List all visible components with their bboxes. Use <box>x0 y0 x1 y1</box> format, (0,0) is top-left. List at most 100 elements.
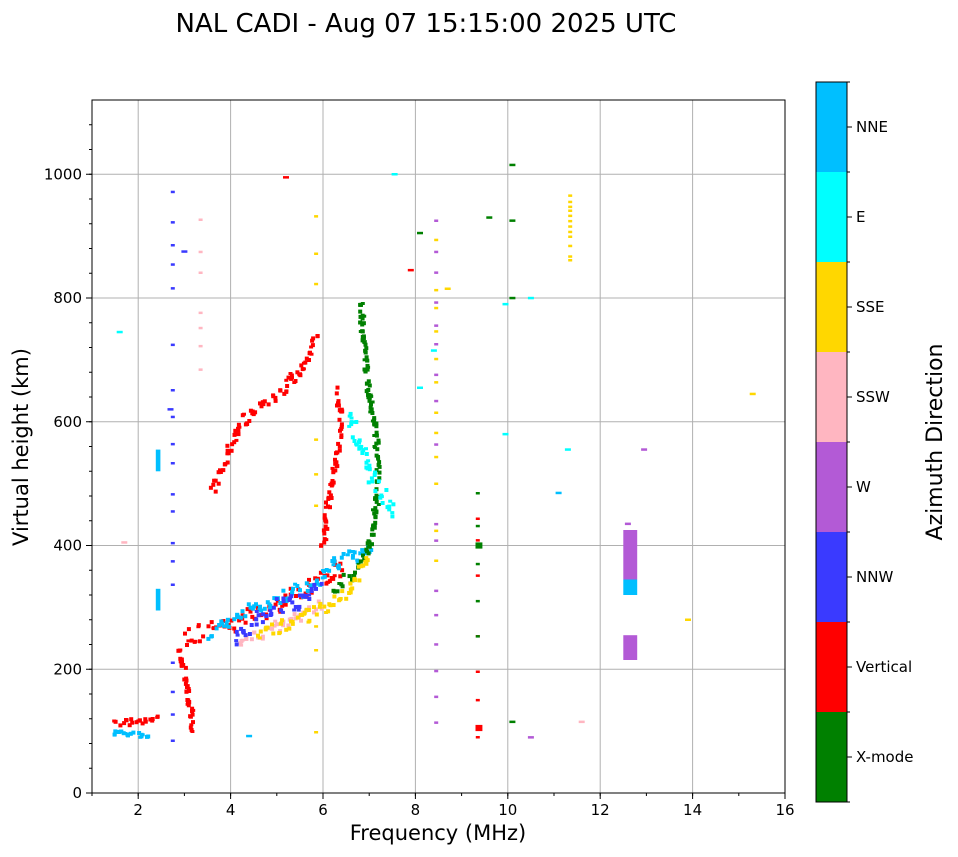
echo-point <box>271 393 276 397</box>
echo-point <box>280 610 285 614</box>
colorbar: X-mode Vertical NNW W SSW SSE E NNE <box>815 81 913 803</box>
echo-point <box>509 296 516 300</box>
echo-point <box>239 643 244 647</box>
echo-point <box>475 574 480 577</box>
echo-point <box>357 578 362 583</box>
echo-point <box>323 524 328 529</box>
x-tick-label: 16 <box>775 801 794 819</box>
echo-point <box>119 729 124 734</box>
echo-point <box>148 717 153 722</box>
echo-point <box>131 730 136 735</box>
echo-point <box>434 643 439 646</box>
echo-point <box>324 611 329 614</box>
echo-point <box>357 564 361 569</box>
echo-point <box>509 720 516 724</box>
echo-point <box>373 514 378 519</box>
echo-point <box>339 436 344 439</box>
echo-point <box>118 723 123 728</box>
echo-point <box>434 613 439 617</box>
x-tick-label: 8 <box>411 801 421 819</box>
echo-point <box>353 578 358 583</box>
echo-point <box>372 511 377 516</box>
echo-point <box>390 514 395 519</box>
echo-point <box>330 482 335 487</box>
echo-point <box>366 459 371 463</box>
echo-point <box>360 317 365 321</box>
echo-point <box>289 594 294 599</box>
echo-point <box>434 539 439 542</box>
echo-point <box>243 614 248 619</box>
echo-point <box>434 324 439 327</box>
echo-point <box>278 622 283 626</box>
echo-point <box>322 540 327 545</box>
y-tick-label: 400 <box>53 537 82 555</box>
echo-point <box>369 548 374 552</box>
echo-point <box>183 665 188 670</box>
echo-point <box>360 451 365 455</box>
echo-point <box>338 574 343 579</box>
echo-point <box>335 403 339 408</box>
colorbar-swatch-e <box>816 172 847 262</box>
echo-point <box>225 460 230 465</box>
echo-point <box>238 615 243 620</box>
echo-point <box>387 504 392 509</box>
echo-point <box>357 438 362 443</box>
echo-point <box>434 306 439 310</box>
echo-point <box>292 381 297 384</box>
echo-point <box>213 489 218 494</box>
echo-point <box>170 583 175 586</box>
echo-point <box>301 361 306 365</box>
echo-point <box>372 473 377 477</box>
echo-point <box>324 500 328 505</box>
echo-point <box>351 574 356 577</box>
echo-point <box>434 399 439 403</box>
echo-point <box>366 388 371 392</box>
echo-point <box>197 639 202 644</box>
echo-point <box>306 620 311 624</box>
echo-point <box>475 736 480 739</box>
echo-point <box>298 588 302 593</box>
echo-point <box>327 568 332 573</box>
echo-point <box>143 717 148 722</box>
echo-point <box>475 539 480 542</box>
echo-point <box>475 670 480 673</box>
echo-point <box>223 462 228 467</box>
echo-point <box>568 205 573 209</box>
echo-point <box>368 410 373 414</box>
echo-point <box>143 719 148 724</box>
echo-point <box>366 379 371 384</box>
echo-point <box>137 731 142 735</box>
echo-point <box>336 399 341 404</box>
echo-point <box>361 563 366 568</box>
echo-point <box>360 338 365 343</box>
echo-point <box>361 334 366 339</box>
echo-point <box>261 403 266 407</box>
echo-point <box>206 624 211 629</box>
echo-point <box>298 372 302 376</box>
echo-point <box>287 598 292 602</box>
echo-point <box>181 250 188 253</box>
echo-point <box>186 639 191 643</box>
echo-point <box>293 616 298 621</box>
echo-point <box>123 732 128 735</box>
echo-point <box>366 551 371 556</box>
echo-point <box>332 556 337 561</box>
echo-point <box>218 468 222 473</box>
echo-point <box>377 460 382 465</box>
echo-point <box>247 419 252 423</box>
echo-point <box>258 401 263 405</box>
echo-point <box>265 600 270 605</box>
echo-point <box>198 311 203 315</box>
colorbar-swatch-sse <box>816 262 847 352</box>
echo-point <box>322 537 327 542</box>
echo-point <box>358 309 363 314</box>
echo-point <box>430 349 437 352</box>
echo-point <box>337 448 342 453</box>
echo-point <box>339 555 344 560</box>
echo-point <box>292 612 297 617</box>
echo-point <box>232 440 237 445</box>
echo-point <box>417 386 423 389</box>
echo-point <box>434 301 439 304</box>
echo-point <box>434 589 439 593</box>
echo-point <box>236 428 241 433</box>
